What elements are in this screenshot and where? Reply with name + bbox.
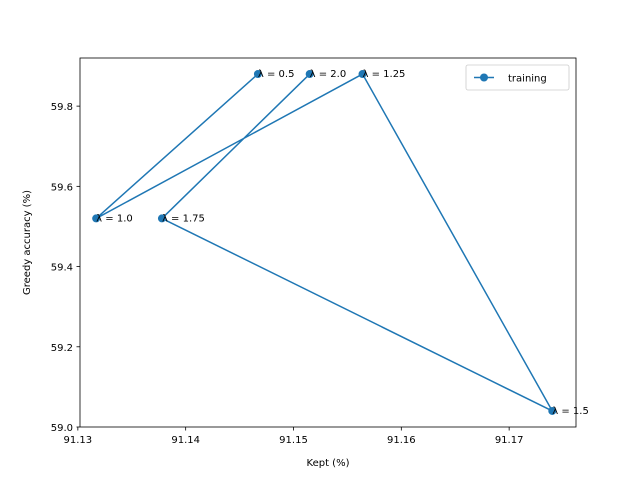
point-label: λ = 1.75 [162, 213, 205, 224]
x-axis-title: Kept (%) [307, 458, 350, 469]
data-point [305, 70, 314, 79]
x-tick-label: 91.15 [279, 435, 308, 446]
legend-label-training: training [508, 74, 547, 85]
legend-marker-training [480, 73, 488, 82]
point-label: λ = 1.0 [96, 213, 133, 224]
point-label: λ = 0.5 [258, 69, 295, 80]
x-tick-label: 91.14 [171, 435, 200, 446]
data-point [253, 70, 262, 79]
data-point [157, 214, 166, 223]
data-point [92, 214, 101, 223]
y-axis-title: Greedy accuracy (%) [22, 190, 33, 295]
y-tick-label: 59.4 [51, 263, 73, 274]
plot-frame [79, 57, 577, 428]
series-line-training [95, 73, 554, 412]
y-tick-label: 59.6 [51, 182, 73, 193]
series-layer: λ = 0.5 λ = 1.0 λ = 1.25 λ = 1.5 λ = 1.75 λ =… [92, 69, 589, 417]
data-point [358, 70, 367, 79]
point-label: λ = 1.5 [552, 406, 589, 417]
data-point [548, 406, 557, 415]
y-tick-label: 59.0 [51, 423, 73, 434]
legend: training [465, 64, 570, 91]
point-label: λ = 1.25 [363, 69, 406, 80]
x-tick-label: 91.13 [64, 435, 93, 446]
x-tick-label: 91.16 [387, 435, 416, 446]
y-tick-label: 59.2 [51, 343, 73, 354]
x-tick-label: 91.17 [495, 435, 524, 446]
legend-box [465, 64, 570, 91]
y-tick-label: 59.8 [51, 102, 73, 113]
point-label: λ = 2.0 [310, 69, 347, 80]
axes-layer: 91.13 91.14 91.15 91.16 91.17 59.0 59.2 59.4 59.… [51, 102, 524, 446]
